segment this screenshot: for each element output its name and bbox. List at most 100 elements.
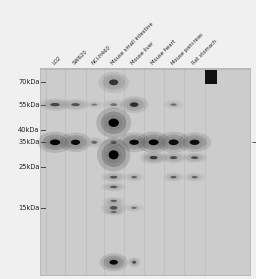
- Ellipse shape: [102, 100, 125, 110]
- Bar: [40, 68, 250, 275]
- Ellipse shape: [106, 77, 121, 88]
- Ellipse shape: [44, 100, 67, 109]
- Ellipse shape: [170, 156, 177, 159]
- Ellipse shape: [110, 140, 117, 144]
- Ellipse shape: [87, 138, 101, 146]
- Ellipse shape: [103, 197, 124, 205]
- Ellipse shape: [111, 211, 117, 213]
- Ellipse shape: [98, 72, 129, 93]
- Text: Rat stomach: Rat stomach: [191, 39, 218, 66]
- Text: NCI-H460: NCI-H460: [91, 44, 112, 66]
- Ellipse shape: [124, 204, 144, 212]
- Text: LO2: LO2: [51, 55, 62, 66]
- Ellipse shape: [105, 146, 122, 163]
- Ellipse shape: [100, 253, 128, 271]
- Ellipse shape: [89, 140, 99, 145]
- Ellipse shape: [170, 103, 177, 106]
- Ellipse shape: [84, 137, 104, 148]
- Ellipse shape: [184, 173, 205, 182]
- Ellipse shape: [105, 115, 122, 131]
- Ellipse shape: [38, 132, 72, 153]
- Ellipse shape: [101, 201, 126, 215]
- Ellipse shape: [187, 174, 202, 181]
- Ellipse shape: [145, 137, 162, 148]
- Ellipse shape: [102, 143, 126, 167]
- Ellipse shape: [49, 139, 61, 146]
- Ellipse shape: [110, 103, 117, 106]
- Ellipse shape: [189, 139, 200, 145]
- Ellipse shape: [106, 198, 122, 204]
- Ellipse shape: [106, 258, 121, 267]
- Ellipse shape: [105, 101, 122, 108]
- Ellipse shape: [148, 140, 158, 145]
- Ellipse shape: [87, 102, 101, 107]
- Ellipse shape: [109, 79, 119, 86]
- Ellipse shape: [130, 102, 139, 107]
- Ellipse shape: [110, 206, 118, 210]
- Bar: [205, 70, 217, 84]
- Ellipse shape: [108, 102, 120, 107]
- Ellipse shape: [124, 98, 144, 111]
- Ellipse shape: [182, 153, 207, 163]
- Ellipse shape: [127, 100, 141, 109]
- Text: 25kDa: 25kDa: [18, 164, 40, 170]
- Ellipse shape: [110, 103, 118, 106]
- Ellipse shape: [102, 74, 125, 90]
- Ellipse shape: [110, 200, 117, 202]
- Ellipse shape: [166, 174, 181, 181]
- Ellipse shape: [110, 141, 117, 144]
- Ellipse shape: [103, 136, 124, 148]
- Text: 55kDa: 55kDa: [18, 102, 40, 108]
- Ellipse shape: [46, 137, 64, 148]
- Ellipse shape: [84, 101, 104, 109]
- Ellipse shape: [110, 260, 118, 265]
- Ellipse shape: [109, 150, 119, 160]
- Ellipse shape: [147, 155, 160, 161]
- Text: Mouse small intestine: Mouse small intestine: [110, 21, 155, 66]
- Text: SW620: SW620: [72, 49, 89, 66]
- Ellipse shape: [97, 138, 130, 172]
- Ellipse shape: [189, 140, 200, 145]
- Ellipse shape: [71, 140, 80, 145]
- Ellipse shape: [170, 104, 177, 106]
- Ellipse shape: [105, 174, 123, 181]
- Ellipse shape: [127, 174, 141, 181]
- Ellipse shape: [106, 210, 121, 215]
- Ellipse shape: [106, 138, 122, 147]
- Ellipse shape: [167, 155, 180, 160]
- Ellipse shape: [165, 137, 182, 148]
- Ellipse shape: [148, 139, 159, 146]
- Ellipse shape: [108, 118, 119, 128]
- Ellipse shape: [129, 175, 139, 179]
- Ellipse shape: [50, 103, 60, 106]
- Ellipse shape: [150, 156, 158, 159]
- Ellipse shape: [129, 206, 139, 210]
- Ellipse shape: [39, 98, 71, 111]
- Ellipse shape: [107, 204, 120, 211]
- Ellipse shape: [162, 134, 186, 150]
- Ellipse shape: [109, 210, 119, 214]
- Ellipse shape: [168, 102, 179, 107]
- Ellipse shape: [166, 101, 181, 108]
- Ellipse shape: [42, 134, 68, 150]
- Ellipse shape: [137, 132, 170, 153]
- Ellipse shape: [169, 140, 179, 145]
- Ellipse shape: [129, 139, 139, 145]
- Ellipse shape: [140, 151, 167, 164]
- Ellipse shape: [124, 173, 144, 182]
- Ellipse shape: [168, 139, 179, 146]
- Ellipse shape: [129, 140, 139, 145]
- Ellipse shape: [110, 206, 118, 210]
- Text: 15kDa: 15kDa: [18, 205, 40, 211]
- Ellipse shape: [50, 140, 60, 145]
- Ellipse shape: [126, 137, 142, 147]
- Ellipse shape: [189, 175, 200, 179]
- Ellipse shape: [168, 175, 179, 179]
- Text: Mouse liver: Mouse liver: [131, 41, 156, 66]
- Ellipse shape: [91, 103, 97, 106]
- Ellipse shape: [103, 256, 124, 269]
- Text: Mouse heart: Mouse heart: [150, 39, 177, 66]
- Text: 40kDa: 40kDa: [18, 127, 40, 133]
- Ellipse shape: [191, 176, 198, 179]
- Ellipse shape: [123, 135, 146, 150]
